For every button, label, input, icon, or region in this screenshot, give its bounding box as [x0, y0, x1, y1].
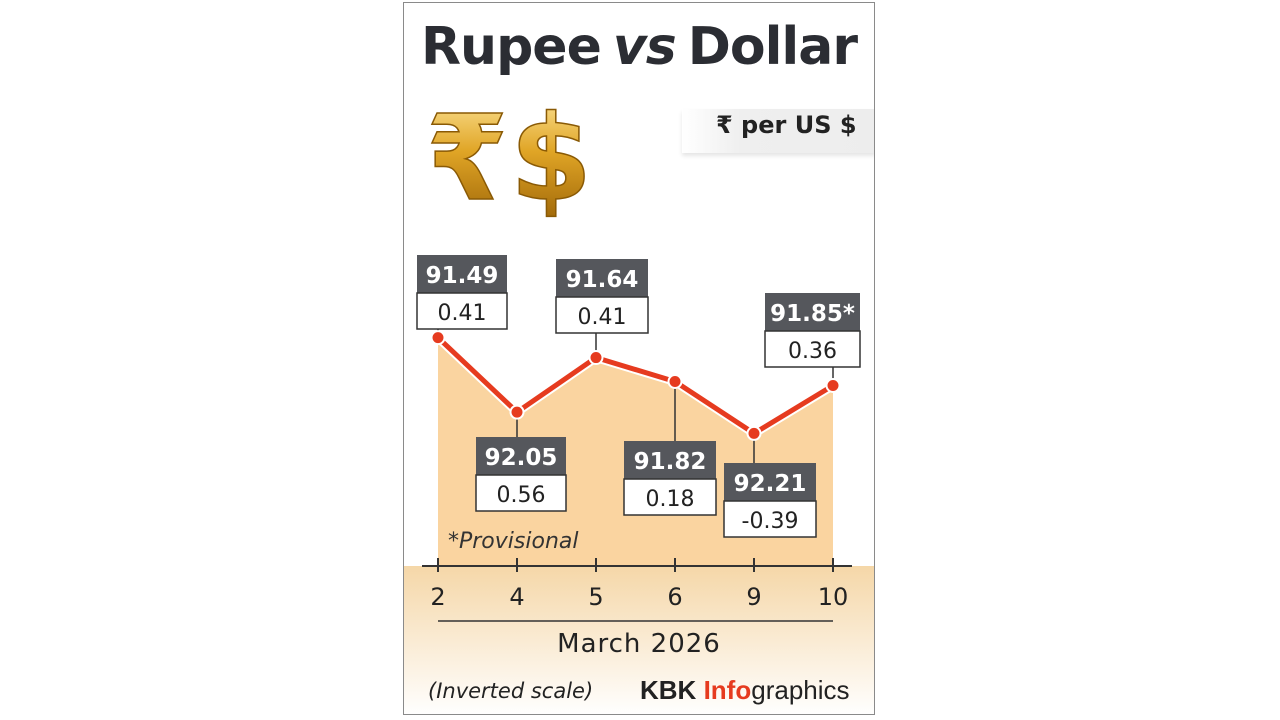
change-label-box — [555, 296, 649, 334]
unit-label: ₹ per US $ — [716, 111, 857, 139]
rupee-glyph: ₹ — [426, 89, 508, 219]
line-chart: 2 4 5 6 9 10 91.49 0.41 92.05 0.56 91.64 0.41 91.82 0… — [404, 255, 874, 714]
value-label-box — [556, 259, 648, 297]
dollar-glyph: $ — [510, 89, 592, 219]
title-vs: vs — [612, 17, 677, 77]
change-label: 0.18 — [646, 487, 695, 512]
chart-title: Rupee vs Dollar — [404, 17, 874, 77]
x-tick-label: 9 — [746, 583, 761, 611]
data-point — [746, 425, 762, 441]
inverted-scale-note: (Inverted scale) — [428, 679, 594, 703]
value-label-box — [724, 463, 816, 501]
value-label: 91.82 — [634, 449, 707, 475]
data-point — [825, 378, 841, 393]
series-line — [436, 335, 835, 436]
title-dollar: Dollar — [687, 17, 858, 77]
x-tick-label: 4 — [509, 583, 524, 611]
value-label: 91.85* — [770, 301, 855, 327]
change-label-box — [623, 478, 717, 516]
data-point — [667, 374, 683, 390]
change-label-box — [764, 330, 861, 368]
credit-info: Info — [703, 675, 752, 705]
x-tick-label: 2 — [430, 583, 445, 611]
provisional-note: *Provisional — [448, 529, 579, 554]
change-label-box — [416, 292, 508, 330]
value-label: 91.49 — [426, 263, 499, 289]
change-label: 0.41 — [438, 301, 487, 326]
x-axis-label: March 2026 — [557, 629, 721, 659]
change-label: 0.36 — [788, 339, 837, 364]
value-label: 91.64 — [566, 267, 639, 293]
value-label: 92.21 — [734, 471, 807, 497]
rupee-dollar-gold-icon: ₹ $ — [422, 87, 602, 228]
x-tick-label: 6 — [667, 583, 682, 611]
data-point — [509, 404, 525, 420]
title-rupee: Rupee — [421, 17, 602, 77]
infographic-card: Rupee vs Dollar ₹ $ ₹ per US $ 2 4 5 6 9 10 91.4… — [403, 2, 875, 715]
value-label-box — [624, 441, 716, 479]
x-tick-label: 5 — [588, 583, 603, 611]
credit-logo: KBK Infographics — [640, 675, 850, 706]
axis-band — [404, 566, 874, 714]
value-label-box — [476, 437, 566, 475]
value-label-box — [417, 255, 507, 293]
unit-tag-background — [682, 109, 874, 153]
change-label-box — [723, 500, 817, 538]
credit-kbk: KBK — [640, 675, 697, 705]
x-tick-label: 10 — [818, 583, 849, 611]
data-point — [588, 350, 604, 366]
change-label: 0.41 — [578, 305, 627, 330]
change-label: 0.56 — [497, 483, 546, 508]
data-point — [430, 330, 446, 346]
value-label-box — [765, 293, 860, 331]
change-label-box — [475, 474, 567, 512]
credit-graphics: graphics — [751, 675, 850, 705]
value-label: 92.05 — [485, 445, 558, 471]
change-label: -0.39 — [742, 509, 799, 534]
